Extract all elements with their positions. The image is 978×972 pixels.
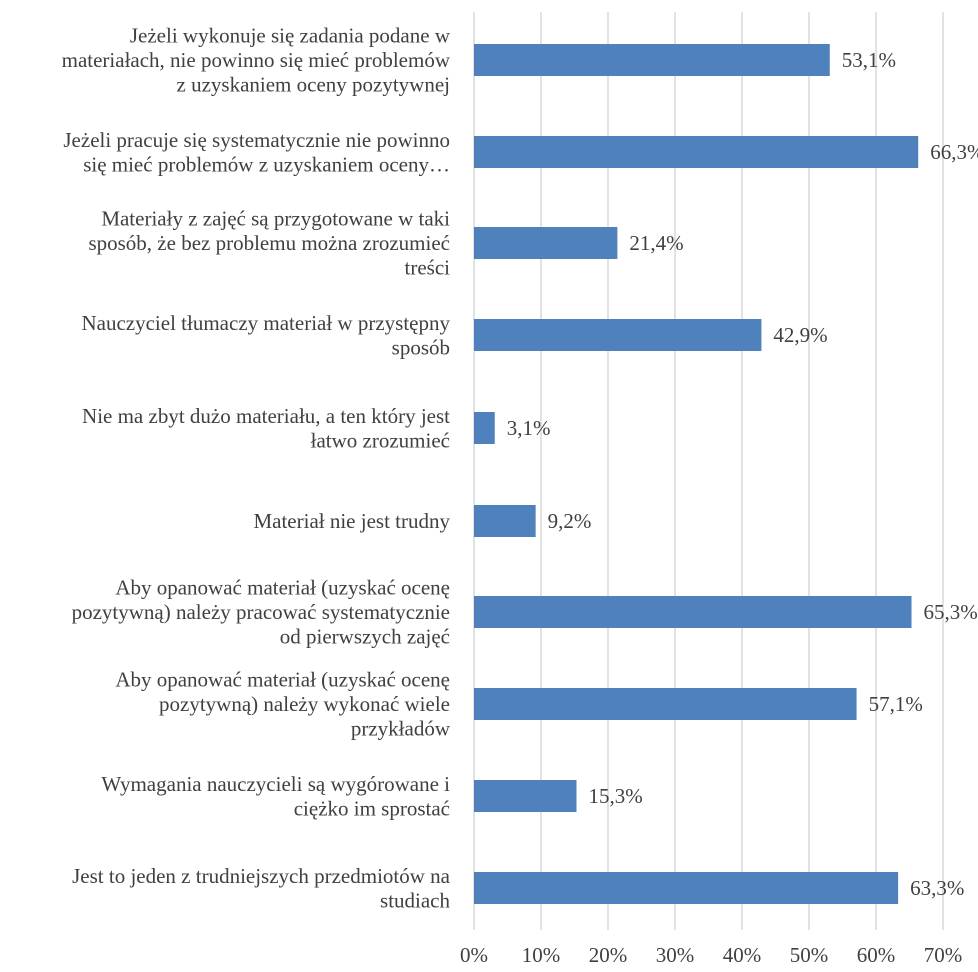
data-label: 66,3% — [930, 140, 978, 164]
category-label: przykładów — [351, 717, 451, 741]
category-label: Nie ma zbyt dużo materiału, a ten który … — [82, 404, 450, 428]
x-axis-ticks: 0% 10% 20% 30% 40% 50% 60% 70% — [460, 943, 962, 967]
category-label: Wymagania nauczycieli są wygórowane i — [101, 772, 450, 796]
category-label: Nauczyciel tłumaczy materiał w przystępn… — [81, 311, 450, 335]
bar — [474, 412, 495, 444]
x-tick-label: 20% — [589, 943, 628, 967]
category-label: się mieć problemów z uzyskaniem oceny… — [83, 152, 450, 176]
bar — [474, 780, 577, 812]
bar — [474, 319, 762, 351]
category-label: Aby opanować materiał (uzyskać ocenę — [115, 576, 450, 600]
category-label: studiach — [380, 888, 450, 912]
category-label: ciężko im sprostać — [294, 796, 450, 820]
x-tick-label: 30% — [656, 943, 695, 967]
x-tick-label: 40% — [723, 943, 762, 967]
category-label: Jeżeli wykonuje się zadania podane w — [130, 24, 451, 48]
bar — [474, 44, 830, 76]
data-label: 9,2% — [548, 509, 592, 533]
x-tick-label: 10% — [522, 943, 561, 967]
x-tick-label: 70% — [924, 943, 963, 967]
category-label: z uzyskaniem oceny pozytywnej — [177, 73, 451, 97]
data-label: 63,3% — [910, 876, 964, 900]
bar — [474, 872, 899, 904]
category-label: sposób, że bez problemu można zrozumieć — [88, 231, 450, 255]
x-tick-label: 0% — [460, 943, 488, 967]
bars — [474, 44, 919, 904]
data-label: 21,4% — [629, 231, 683, 255]
bar — [474, 505, 536, 537]
data-labels: 53,1% 66,3% 21,4% 42,9% 3,1% 9,2% 65,3% 57,1% 15… — [507, 48, 978, 900]
category-label: pozytywną) należy wykonać wiele — [159, 692, 450, 716]
category-label: Jeżeli pracuje się systematycznie nie po… — [63, 128, 450, 152]
category-label: Materiał nie jest trudny — [253, 509, 450, 533]
category-label: Materiały z zajęć są przygotowane w taki — [101, 207, 450, 231]
x-tick-label: 60% — [857, 943, 896, 967]
category-label: łatwo zrozumieć — [311, 428, 450, 452]
bar — [474, 688, 857, 720]
bar — [474, 596, 912, 628]
data-label: 57,1% — [869, 692, 923, 716]
x-tick-label: 50% — [790, 943, 829, 967]
category-labels: Jeżeli wykonuje się zadania podane wmate… — [62, 24, 451, 913]
category-label: materiałach, nie powinno się mieć proble… — [62, 48, 451, 72]
data-label: 3,1% — [507, 416, 551, 440]
bar — [474, 136, 919, 168]
category-label: pozytywną) należy pracować systematyczni… — [72, 600, 450, 624]
category-label: Jest to jeden z trudniejszych przedmiotó… — [72, 864, 451, 888]
category-label: sposób — [392, 335, 450, 359]
bar — [474, 227, 618, 259]
data-label: 65,3% — [924, 600, 978, 624]
category-label: Aby opanować materiał (uzyskać ocenę — [115, 668, 450, 692]
data-label: 42,9% — [773, 323, 827, 347]
data-label: 15,3% — [589, 784, 643, 808]
data-label: 53,1% — [842, 48, 896, 72]
category-label: od pierwszych zajęć — [280, 625, 450, 649]
category-label: treści — [405, 256, 451, 280]
